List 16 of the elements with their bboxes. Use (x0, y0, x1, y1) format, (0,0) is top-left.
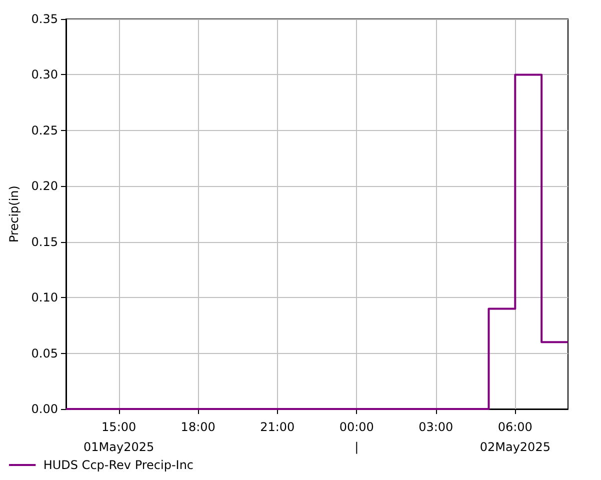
y-tick-label: 0.05 (31, 346, 58, 360)
x-tick-label: 15:00 01May2025 (84, 420, 154, 454)
y-tick-label: 0.35 (31, 12, 58, 26)
x-tick-label: 03:00 (418, 420, 454, 434)
x-tick-label: 18:00 (180, 420, 216, 434)
y-tick-label: 0.00 (31, 402, 58, 416)
y-tick-label: 0.25 (31, 123, 58, 138)
x-tick-label: 06:00 02May2025 (480, 420, 550, 454)
y-tick-label: 0.15 (31, 234, 58, 249)
y-tick-label: 0.20 (31, 179, 58, 194)
x-tick-label: 00:00 | (339, 420, 374, 454)
y-axis-title: Precip(in) (7, 186, 21, 242)
y-tick-label: 0.30 (31, 68, 58, 82)
x-tick-label: 21:00 (260, 420, 295, 434)
y-tick-label: 0.10 (31, 290, 58, 305)
legend-label: HUDS Ccp-Rev Precip-Inc (43, 458, 194, 472)
